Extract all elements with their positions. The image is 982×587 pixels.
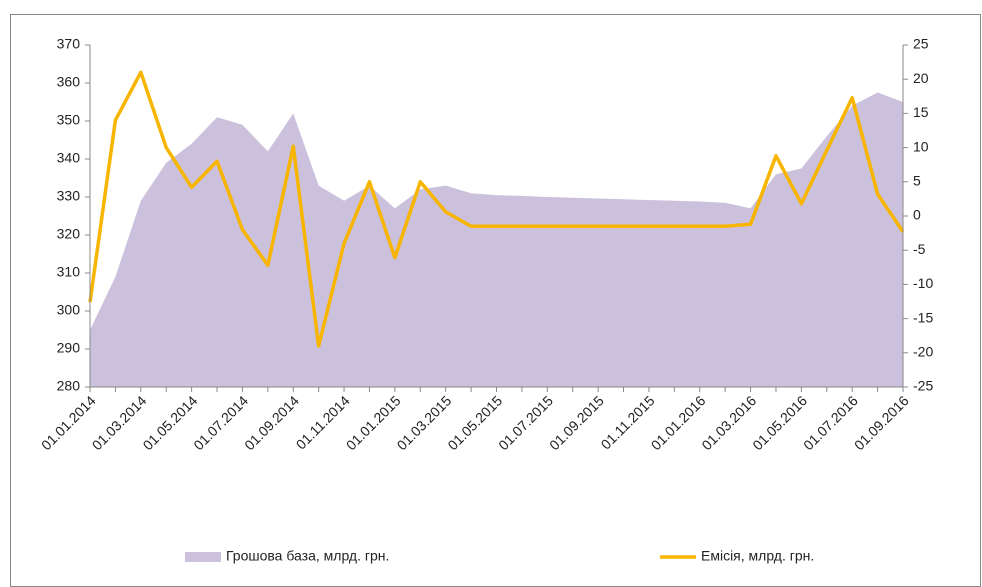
legend-swatch: [185, 552, 221, 562]
y2-tick-label: 25: [913, 36, 929, 52]
y2-tick-label: 15: [913, 104, 929, 120]
y-tick-label: 350: [57, 112, 81, 128]
y-tick-label: 360: [57, 74, 81, 90]
y2-tick-label: -25: [913, 378, 933, 394]
y2-tick-label: -5: [913, 241, 926, 257]
y-tick-label: 300: [57, 302, 81, 318]
y2-tick-label: 5: [913, 173, 921, 189]
y-tick-label: 340: [57, 150, 81, 166]
y2-tick-label: -20: [913, 344, 933, 360]
y-tick-label: 280: [57, 378, 81, 394]
y-tick-label: 320: [57, 226, 81, 242]
y2-tick-label: 20: [913, 70, 929, 86]
y-tick-label: 330: [57, 188, 81, 204]
area: [90, 92, 903, 387]
y-tick-label: 370: [57, 36, 81, 52]
y-tick-label: 310: [57, 264, 81, 280]
y2-tick-label: -15: [913, 309, 933, 325]
legend-label: Грошова база, млрд. грн.: [226, 548, 389, 564]
y2-tick-label: -10: [913, 275, 933, 291]
legend-label: Емісія, млрд. грн.: [701, 548, 814, 564]
y2-tick-label: 0: [913, 207, 921, 223]
y-tick-label: 290: [57, 340, 81, 356]
y2-tick-label: 10: [913, 138, 929, 154]
line: [88, 70, 905, 348]
